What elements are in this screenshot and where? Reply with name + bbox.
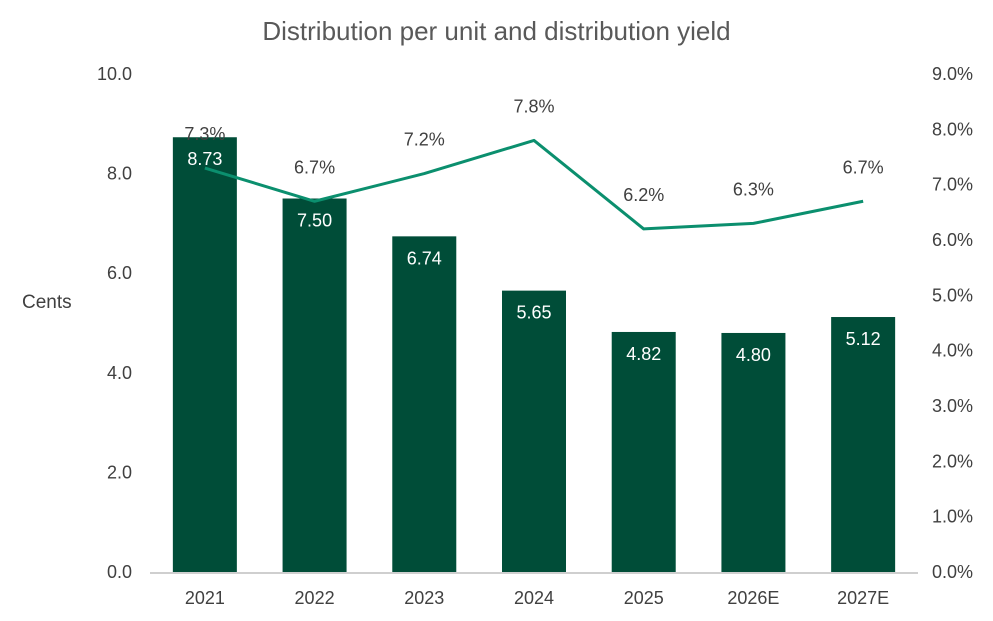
bar-2021 bbox=[172, 137, 237, 572]
bar-label-2023: 6.74 bbox=[407, 248, 442, 268]
left-axis: 0.0 2.0 4.0 6.0 8.0 10.0 bbox=[97, 64, 132, 582]
right-tick-label: 8.0% bbox=[932, 119, 973, 139]
left-tick-label: 4.0 bbox=[107, 363, 132, 383]
x-tick-label-2027E: 2027E bbox=[837, 588, 889, 608]
line-label-2027E: 6.7% bbox=[843, 157, 884, 177]
bar-2023 bbox=[392, 236, 457, 572]
bar-label-2026E: 4.80 bbox=[736, 345, 771, 365]
left-tick-label: 10.0 bbox=[97, 64, 132, 84]
bar-2024 bbox=[502, 290, 566, 572]
x-tick-label-2021: 2021 bbox=[185, 588, 225, 608]
left-tick-label: 8.0 bbox=[107, 164, 132, 184]
bar-label-2021: 8.73 bbox=[187, 149, 222, 169]
line-label-2022: 6.7% bbox=[294, 157, 335, 177]
x-tick-label-2025: 2025 bbox=[624, 588, 664, 608]
x-tick-label-2024: 2024 bbox=[514, 588, 554, 608]
bar-series bbox=[172, 137, 896, 572]
bar-2022 bbox=[282, 198, 347, 572]
line-data-labels: 7.3% 6.7% 7.2% 7.8% 6.2% 6.3% 6.7% bbox=[184, 96, 883, 205]
right-tick-label: 2.0% bbox=[932, 451, 973, 471]
x-tick-label-2026E: 2026E bbox=[727, 588, 779, 608]
yield-line bbox=[204, 138, 864, 231]
bar-2027E bbox=[831, 317, 896, 572]
bar-label-2024: 5.65 bbox=[516, 303, 551, 323]
bar-data-labels: 8.73 7.50 6.74 5.65 4.82 4.80 5.12 bbox=[187, 149, 880, 365]
bar-label-2027E: 5.12 bbox=[846, 329, 881, 349]
x-tick-label-2023: 2023 bbox=[404, 588, 444, 608]
right-tick-label: 0.0% bbox=[932, 562, 973, 582]
line-label-2021: 7.3% bbox=[184, 124, 225, 144]
x-tick-label-2022: 2022 bbox=[295, 588, 335, 608]
chart-title: Distribution per unit and distribution y… bbox=[262, 16, 731, 46]
right-tick-label: 1.0% bbox=[932, 507, 973, 527]
x-axis: 2021 2022 2023 2024 2025 2026E 2027E bbox=[150, 572, 918, 608]
line-label-2024: 7.8% bbox=[513, 96, 554, 116]
right-tick-label: 3.0% bbox=[932, 396, 973, 416]
right-axis: 0.0% 1.0% 2.0% 3.0% 4.0% 5.0% 6.0% 7.0% 8.0% 9.0% bbox=[932, 64, 973, 582]
bar-2025 bbox=[611, 331, 676, 572]
right-tick-label: 9.0% bbox=[932, 64, 973, 84]
left-tick-label: 0.0 bbox=[107, 562, 132, 582]
y-axis-title: Cents bbox=[22, 292, 72, 313]
bar-label-2022: 7.50 bbox=[297, 211, 332, 231]
line-label-2026E: 6.3% bbox=[733, 179, 774, 199]
right-tick-label: 7.0% bbox=[932, 175, 973, 195]
line-label-2025: 6.2% bbox=[623, 185, 664, 205]
right-tick-label: 5.0% bbox=[932, 285, 973, 305]
bar-label-2025: 4.82 bbox=[626, 344, 661, 364]
left-tick-label: 6.0 bbox=[107, 263, 132, 283]
line-label-2023: 7.2% bbox=[404, 130, 445, 150]
right-tick-label: 6.0% bbox=[932, 230, 973, 250]
left-tick-label: 2.0 bbox=[107, 462, 132, 482]
bar-2026E bbox=[721, 332, 786, 572]
right-tick-label: 4.0% bbox=[932, 341, 973, 361]
line-series bbox=[204, 138, 864, 231]
